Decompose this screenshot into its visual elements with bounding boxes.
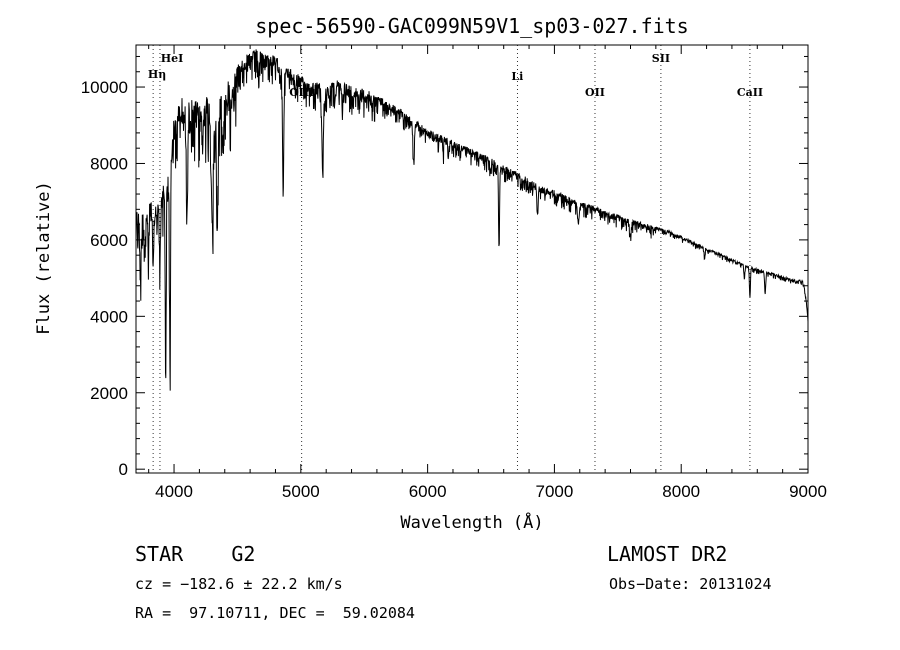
y-tick-label-5: 10000 <box>81 78 128 97</box>
y-tick-label-0: 0 <box>119 460 128 479</box>
y-tick-label-4: 8000 <box>90 154 128 173</box>
coordinates-text: RA = 97.10711, DEC = 59.02084 <box>135 604 415 622</box>
x-tick-label-4: 8000 <box>662 482 700 501</box>
obs-date-text: Obs−Date: 20131024 <box>609 575 772 593</box>
x-tick-label-5: 9000 <box>789 482 827 501</box>
plot-border <box>135 44 809 474</box>
x-tick-label-0: 4000 <box>155 482 193 501</box>
y-tick-label-1: 2000 <box>90 384 128 403</box>
y-tick-label-2: 4000 <box>90 307 128 326</box>
spectral-line-label-0: HeI <box>161 52 184 65</box>
survey-text: LAMOST DR2 <box>607 542 728 566</box>
spectral-line-label-3: Li <box>511 70 523 83</box>
spectral-line-label-5: SII <box>652 52 670 65</box>
chart-title: spec-56590-GAC099N59V1_sp03-027.fits <box>255 14 688 38</box>
object-class-text: STAR G2 <box>135 542 256 566</box>
x-tick-label-2: 6000 <box>409 482 447 501</box>
spectral-line-label-1: Hη <box>148 68 166 81</box>
y-axis-label: Flux (relative) <box>34 181 54 335</box>
x-tick-label-3: 7000 <box>536 482 574 501</box>
x-axis-label: Wavelength (Å) <box>400 511 543 533</box>
plot-frame <box>135 44 809 474</box>
axis-ticks: 4000 5000 6000 7000 8000 9000 0 2000 4000 6000 800… <box>81 45 827 501</box>
spectrum-line <box>135 49 809 391</box>
spectral-line-label-4: OII <box>585 86 605 99</box>
spectral-line-label-6: CaII <box>737 86 763 99</box>
x-tick-label-1: 5000 <box>282 482 320 501</box>
redshift-text: cz = −182.6 ± 22.2 km/s <box>135 575 343 593</box>
y-tick-label-3: 6000 <box>90 231 128 250</box>
